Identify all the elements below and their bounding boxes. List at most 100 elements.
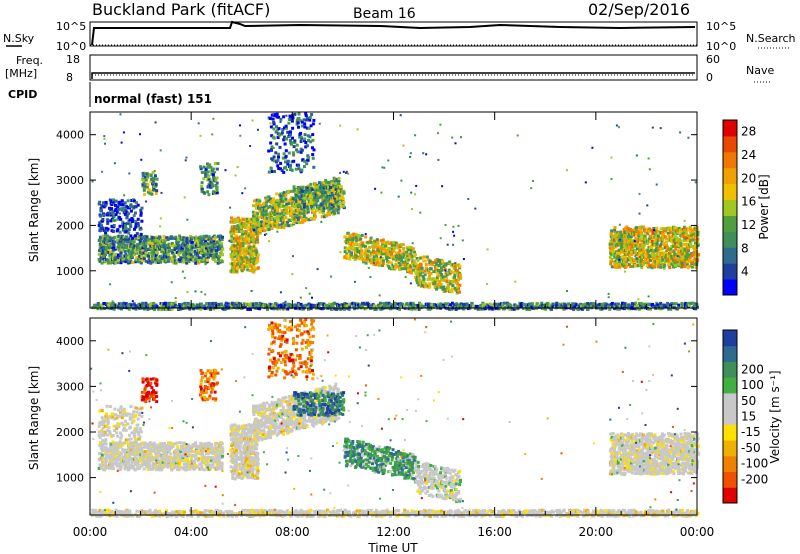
heatmap-cell <box>283 126 286 130</box>
heatmap-cell <box>264 209 268 213</box>
heatmap-cell <box>102 201 105 205</box>
heatmap-cell <box>643 234 647 238</box>
heatmap-cell <box>683 247 687 251</box>
heatmap-cell <box>656 230 660 233</box>
heatmap-cell <box>565 169 568 172</box>
heatmap-cell <box>419 302 423 306</box>
heatmap-cell <box>160 244 164 248</box>
heatmap-cell <box>381 264 385 267</box>
heatmap-cell <box>158 235 162 239</box>
heatmap-cell <box>178 305 182 309</box>
heatmap-cell <box>155 189 159 193</box>
heatmap-cell <box>139 304 143 308</box>
heatmap-cell <box>311 133 315 137</box>
cpid-label: CPID <box>8 88 37 101</box>
heatmap-cell <box>160 304 164 308</box>
heatmap-cell <box>318 122 321 125</box>
heatmap-cell <box>411 242 414 245</box>
heatmap-cell <box>629 248 633 251</box>
heatmap-cell <box>623 243 627 246</box>
heatmap-cell <box>181 242 185 246</box>
heatmap-cell <box>615 250 619 254</box>
heatmap-cell <box>387 301 391 305</box>
heatmap-cell <box>186 241 189 245</box>
heatmap-cell <box>273 219 277 223</box>
heatmap-cell <box>198 238 202 242</box>
heatmap-cell <box>409 152 412 155</box>
heatmap-cell <box>406 254 409 258</box>
heatmap-cell <box>413 264 416 268</box>
heatmap-cell <box>613 242 617 246</box>
heatmap-cell <box>343 250 347 254</box>
heatmap-cell <box>177 239 181 243</box>
heatmap-cell <box>104 142 106 145</box>
nsearch-tick-high: 10^5 <box>706 20 736 33</box>
heatmap-cell <box>398 253 402 257</box>
heatmap-cell <box>293 196 297 200</box>
heatmap-cell <box>393 301 397 305</box>
heatmap-cell <box>656 234 660 238</box>
heatmap-cell <box>691 244 695 248</box>
heatmap-cell <box>102 214 106 218</box>
heatmap-cell <box>509 307 512 311</box>
heatmap-cell <box>417 276 421 280</box>
heatmap-cell <box>309 140 313 144</box>
heatmap-cell <box>679 239 683 243</box>
heatmap-cell <box>441 303 445 307</box>
heatmap-cell <box>277 133 281 137</box>
heatmap-cell <box>244 241 248 245</box>
heatmap-cell <box>637 307 641 311</box>
heatmap-cell <box>298 215 302 219</box>
heatmap-cell <box>275 115 279 119</box>
heatmap-cell <box>124 237 128 241</box>
heatmap-cell <box>255 198 259 202</box>
heatmap-cell <box>461 239 464 242</box>
heatmap-cell <box>252 260 256 264</box>
freq-label-1: Freq. <box>16 54 43 67</box>
heatmap-cell <box>134 201 138 205</box>
heatmap-cell <box>306 188 310 192</box>
heatmap-cell <box>138 260 142 264</box>
heatmap-cell <box>639 258 643 262</box>
heatmap-cell <box>142 178 146 182</box>
heatmap-cell <box>108 253 112 257</box>
heatmap-cell <box>458 264 462 268</box>
heatmap-cell <box>192 259 196 263</box>
heatmap-cell <box>666 301 670 305</box>
heatmap-cell <box>220 303 224 307</box>
heatmap-cell <box>333 191 337 195</box>
heatmap-cell <box>230 227 234 231</box>
heatmap-cell <box>144 248 148 252</box>
heatmap-cell <box>328 204 332 208</box>
heatmap-cell <box>122 225 126 229</box>
heatmap-cell <box>387 256 391 259</box>
heatmap-cell <box>693 247 696 251</box>
heatmap-cell <box>151 242 155 246</box>
heatmap-cell <box>303 219 307 223</box>
heatmap-cell <box>97 252 101 256</box>
heatmap-cell <box>153 174 157 178</box>
heatmap-cell <box>424 282 428 286</box>
heatmap-cell <box>326 211 330 215</box>
heatmap-cell <box>98 221 102 225</box>
heatmap-cell <box>185 253 189 257</box>
heatmap-cell <box>643 237 647 241</box>
heatmap-cell <box>309 124 313 128</box>
heatmap-cell <box>254 230 258 234</box>
heatmap-cell <box>119 251 123 255</box>
heatmap-cell <box>177 243 180 247</box>
heatmap-cell <box>696 233 700 237</box>
heatmap-cell <box>251 210 255 214</box>
heatmap-cell <box>658 254 662 258</box>
heatmap-cell <box>317 188 321 192</box>
heatmap-cell <box>359 237 363 241</box>
heatmap-cell <box>415 281 419 284</box>
heatmap-cell <box>277 127 281 131</box>
heatmap-cell <box>369 240 373 244</box>
heatmap-cell <box>242 267 246 271</box>
heatmap-cell <box>294 167 298 171</box>
heatmap-cell <box>290 223 294 227</box>
heatmap-cell <box>113 240 117 244</box>
heatmap-cell <box>364 261 368 265</box>
heatmap-cell <box>156 240 160 244</box>
